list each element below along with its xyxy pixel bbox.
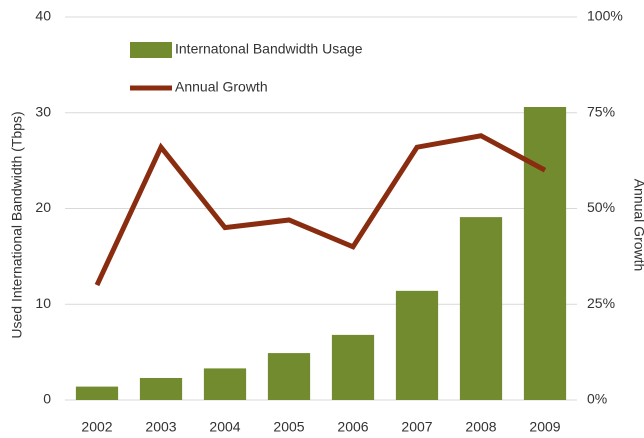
y-tick-label: 10 xyxy=(35,295,51,311)
y2-tick-label: 75% xyxy=(587,103,615,119)
x-tick-label: 2002 xyxy=(81,419,112,435)
x-tick-label: 2004 xyxy=(209,419,240,435)
bar xyxy=(331,334,375,400)
y2-tick-label: 100% xyxy=(587,8,623,24)
y-tick-label: 40 xyxy=(35,8,51,24)
bar xyxy=(203,368,247,400)
y2-tick-label: 0% xyxy=(587,391,607,407)
y2-tick-label: 25% xyxy=(587,295,615,311)
x-tick-label: 2007 xyxy=(401,419,432,435)
x-tick-label: 2009 xyxy=(529,419,560,435)
bar xyxy=(459,217,503,400)
bar xyxy=(75,386,119,400)
legend-label: Internatonal Bandwidth Usage xyxy=(175,41,363,57)
bar xyxy=(139,377,183,400)
y-tick-label: 20 xyxy=(35,199,51,215)
y2-axis-label: Annual Growth xyxy=(631,179,644,272)
y2-tick-label: 50% xyxy=(587,199,615,215)
x-tick-label: 2006 xyxy=(337,419,368,435)
y-axis-label: Used International Bandwidth (Tbps) xyxy=(9,111,25,338)
bar xyxy=(523,107,567,400)
legend-swatch xyxy=(130,42,172,58)
x-tick-label: 2003 xyxy=(145,419,176,435)
y-tick-label: 30 xyxy=(35,103,51,119)
bar xyxy=(267,353,311,400)
line xyxy=(94,133,547,287)
y-tick-label: 0 xyxy=(43,391,51,407)
x-tick-label: 2005 xyxy=(273,419,304,435)
x-tick-label: 2008 xyxy=(465,419,496,435)
bar xyxy=(395,290,439,400)
legend-label: Annual Growth xyxy=(175,79,268,95)
